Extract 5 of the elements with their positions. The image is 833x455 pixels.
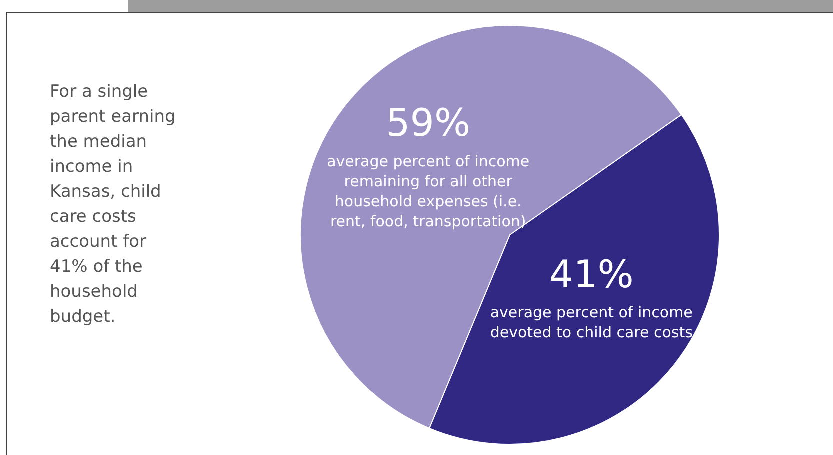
text: For a single parent earning the median income in Kansas, child care costs account for 41% of the household budget.	[50, 82, 176, 327]
slice-label: average percent of income devoted to child care costs	[490, 304, 694, 342]
slice-label: average percent of income remaining for all other household expenses (i.e. rent, food, transportation)	[327, 152, 530, 230]
data-label: 59%	[386, 101, 471, 146]
data-label: 41%	[549, 252, 634, 297]
